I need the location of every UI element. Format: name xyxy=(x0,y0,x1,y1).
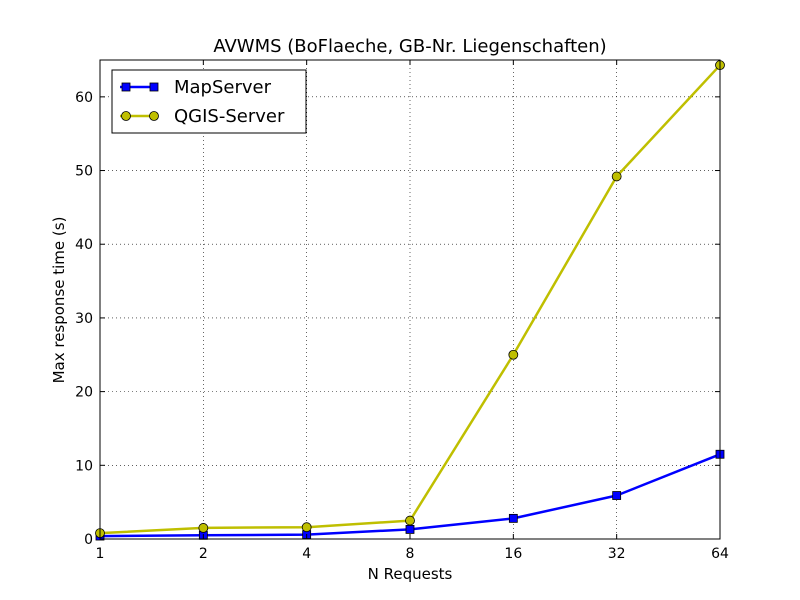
x-tick-label: 32 xyxy=(608,546,626,562)
legend-marker-qgis xyxy=(149,111,159,121)
x-tick-label: 64 xyxy=(711,546,729,562)
chart-title: AVWMS (BoFlaeche, GB-Nr. Liegenschaften) xyxy=(213,36,606,57)
data-point-qgis-server xyxy=(301,522,312,533)
x-tick-label: 8 xyxy=(406,546,415,562)
y-tick-label: 30 xyxy=(75,311,93,327)
y-tick-label: 20 xyxy=(75,385,93,401)
legend-marker-mapserver xyxy=(121,82,131,92)
axis-ticks: 1 2 4 8 16 32 64 0 10 20 30 40 50 60 xyxy=(75,60,729,562)
y-tick-label: 40 xyxy=(75,237,93,253)
x-tick-label: 16 xyxy=(504,546,522,562)
data-point-qgis-server xyxy=(198,523,209,533)
data-point-mapserver xyxy=(405,525,415,534)
legend: MapServer QGIS-Server xyxy=(111,69,307,134)
x-tick-label: 4 xyxy=(302,546,311,562)
y-tick-label: 50 xyxy=(75,164,93,180)
legend-box xyxy=(111,69,307,134)
legend-marker-qgis xyxy=(121,111,131,121)
x-tick-label: 2 xyxy=(199,546,208,562)
y-axis-label: Max response time (s) xyxy=(50,217,68,384)
data-point-qgis-server xyxy=(611,171,622,182)
data-point-mapserver xyxy=(508,513,518,523)
y-tick-label: 0 xyxy=(84,532,93,548)
data-point-mapserver xyxy=(612,491,622,500)
x-axis-label: N Requests xyxy=(368,565,453,583)
legend-label-qgis: QGIS-Server xyxy=(174,106,285,127)
x-tick-label: 1 xyxy=(96,546,105,562)
y-tick-label: 10 xyxy=(75,458,93,474)
grid xyxy=(100,60,720,539)
y-tick-label: 60 xyxy=(75,90,93,106)
legend-label-mapserver: MapServer xyxy=(174,77,272,98)
data-point-qgis-server xyxy=(508,349,519,360)
data-point-qgis-server xyxy=(405,515,415,526)
series-qgis-server xyxy=(95,60,725,539)
legend-marker-mapserver xyxy=(149,82,159,92)
